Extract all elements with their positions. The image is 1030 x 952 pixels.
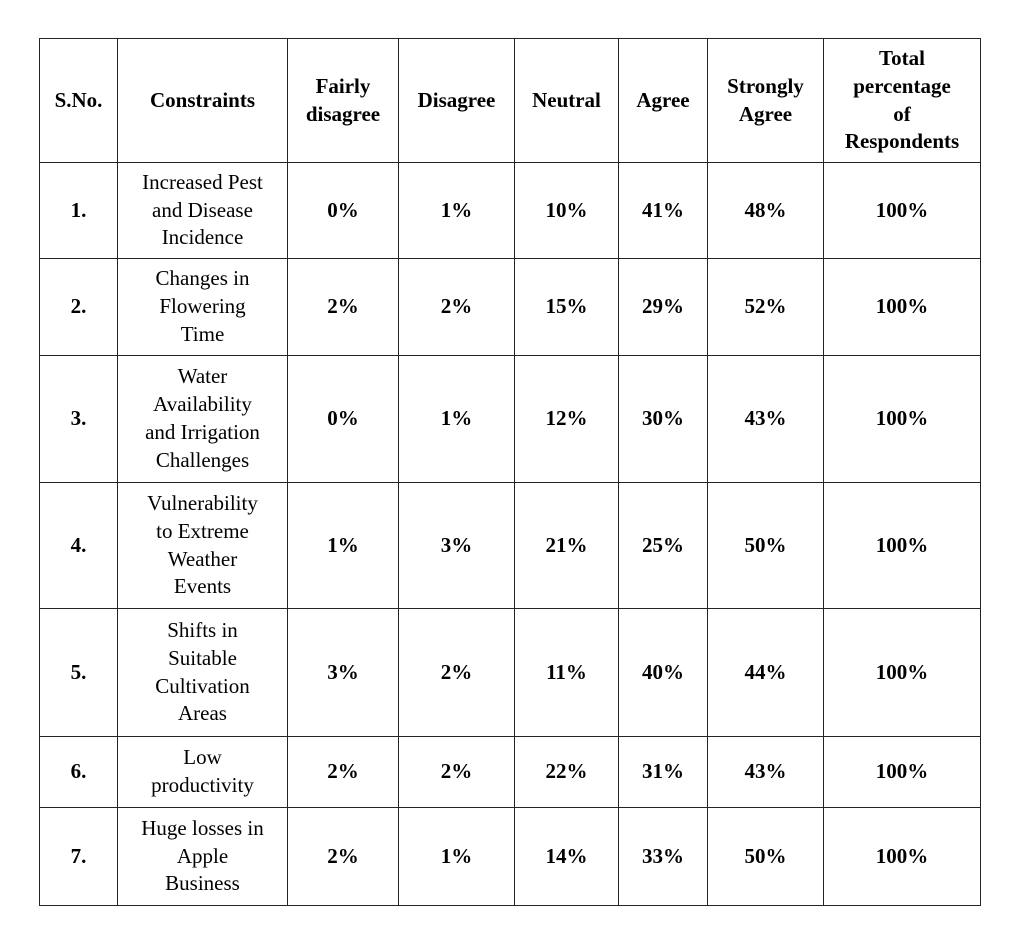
cell-sno: 1. [39,162,118,259]
cell-agree: 33% [618,807,708,906]
cell-total: 100% [823,482,981,609]
cell-disagree: 2% [398,258,515,356]
table-row: 4. Vulnerability to Extreme Weather Even… [39,482,981,609]
cell-constraint: Huge losses in Apple Business [117,807,288,906]
cell-strongly-agree: 50% [707,482,824,609]
cell-fairly-disagree: 0% [287,162,399,259]
cell-sno: 3. [39,355,118,483]
cell-total: 100% [823,162,981,259]
table-row: 1. Increased Pest and Disease Incidence … [39,162,981,259]
cell-strongly-agree: 52% [707,258,824,356]
cell-fairly-disagree: 2% [287,258,399,356]
cell-constraint: Water Availability and Irrigation Challe… [117,355,288,483]
cell-agree: 30% [618,355,708,483]
column-header-disagree: Disagree [398,38,515,163]
cell-fairly-disagree: 2% [287,736,399,808]
cell-strongly-agree: 43% [707,355,824,483]
cell-neutral: 15% [514,258,619,356]
cell-disagree: 1% [398,355,515,483]
cell-neutral: 10% [514,162,619,259]
cell-total: 100% [823,258,981,356]
table-row: 6. Low productivity 2% 2% 22% 31% 43% 10… [39,736,981,808]
cell-total: 100% [823,355,981,483]
cell-disagree: 2% [398,608,515,737]
cell-sno: 4. [39,482,118,609]
cell-neutral: 11% [514,608,619,737]
column-header-fairly-disagree: Fairly disagree [287,38,399,163]
cell-fairly-disagree: 1% [287,482,399,609]
table-row: 7. Huge losses in Apple Business 2% 1% 1… [39,807,981,906]
header-row: S.No. Constraints Fairly disagree Disagr… [39,38,981,163]
cell-agree: 29% [618,258,708,356]
cell-strongly-agree: 43% [707,736,824,808]
cell-constraint: Changes in Flowering Time [117,258,288,356]
cell-sno: 2. [39,258,118,356]
cell-disagree: 1% [398,807,515,906]
column-header-strongly-agree: Strongly Agree [707,38,824,163]
cell-fairly-disagree: 2% [287,807,399,906]
cell-neutral: 12% [514,355,619,483]
cell-strongly-agree: 50% [707,807,824,906]
column-header-agree: Agree [618,38,708,163]
table-row: 3. Water Availability and Irrigation Cha… [39,355,981,483]
cell-neutral: 14% [514,807,619,906]
cell-disagree: 1% [398,162,515,259]
cell-sno: 5. [39,608,118,737]
cell-total: 100% [823,807,981,906]
cell-constraint: Increased Pest and Disease Incidence [117,162,288,259]
cell-agree: 25% [618,482,708,609]
cell-sno: 7. [39,807,118,906]
cell-fairly-disagree: 0% [287,355,399,483]
constraints-survey-table: S.No. Constraints Fairly disagree Disagr… [39,38,981,906]
cell-disagree: 3% [398,482,515,609]
column-header-sno: S.No. [39,38,118,163]
cell-constraint: Vulnerability to Extreme Weather Events [117,482,288,609]
cell-constraint: Low productivity [117,736,288,808]
cell-strongly-agree: 44% [707,608,824,737]
cell-sno: 6. [39,736,118,808]
cell-disagree: 2% [398,736,515,808]
cell-agree: 40% [618,608,708,737]
cell-total: 100% [823,736,981,808]
cell-total: 100% [823,608,981,737]
cell-fairly-disagree: 3% [287,608,399,737]
table-row: 5. Shifts in Suitable Cultivation Areas … [39,608,981,737]
column-header-total-percentage: Total percentage of Respondents [823,38,981,163]
cell-neutral: 21% [514,482,619,609]
cell-constraint: Shifts in Suitable Cultivation Areas [117,608,288,737]
table-row: 2. Changes in Flowering Time 2% 2% 15% 2… [39,258,981,356]
cell-strongly-agree: 48% [707,162,824,259]
cell-agree: 31% [618,736,708,808]
cell-neutral: 22% [514,736,619,808]
column-header-constraints: Constraints [117,38,288,163]
cell-agree: 41% [618,162,708,259]
column-header-neutral: Neutral [514,38,619,163]
